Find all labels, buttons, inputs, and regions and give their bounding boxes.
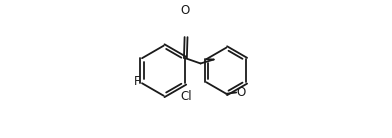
Text: O: O xyxy=(180,4,189,17)
Text: F: F xyxy=(133,75,140,88)
Text: Cl: Cl xyxy=(180,91,192,104)
Text: O: O xyxy=(237,86,246,99)
